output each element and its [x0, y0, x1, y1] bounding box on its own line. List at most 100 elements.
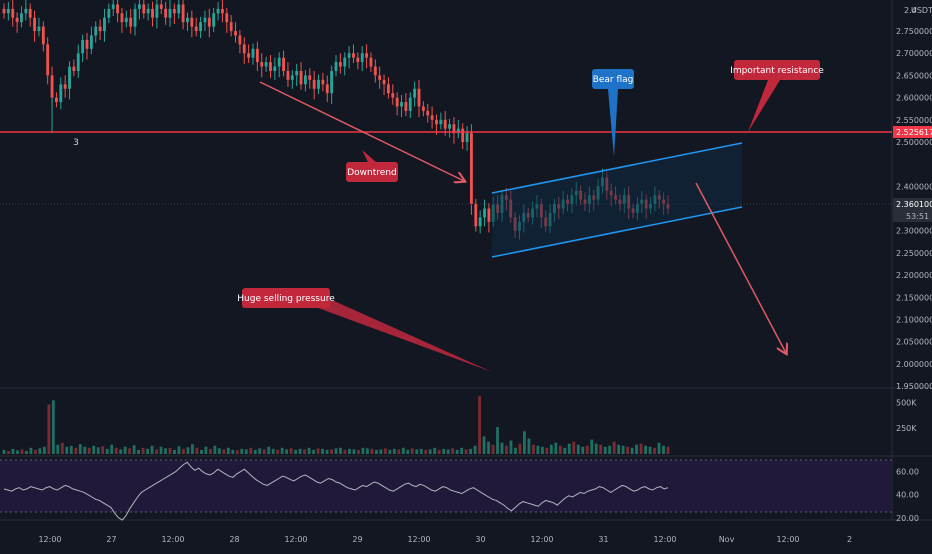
price-tick: 2.75000000: [896, 27, 932, 36]
candle-body: [72, 66, 76, 71]
bear-flag-lower-line[interactable]: [491, 206, 743, 258]
volume-bar: [213, 445, 217, 454]
volume-bar: [352, 449, 356, 454]
volume-bar: [199, 449, 203, 454]
volume-bar: [226, 447, 230, 454]
volume-bar: [280, 447, 284, 454]
price-tick: 2.65000000: [896, 71, 932, 80]
time-tick: 31: [598, 535, 608, 544]
volume-bar: [231, 449, 235, 454]
time-axis[interactable]: 12:00 27 12:00 28 12:00 29 12:00 30 12:00 31 12:00…: [38, 535, 852, 544]
volume-bar: [563, 447, 567, 454]
volume-bar: [527, 438, 531, 454]
rsi-tick: 40.00: [896, 491, 919, 500]
countdown-text: 53:51: [906, 212, 929, 221]
selling-pressure-callout[interactable]: Huge selling pressure: [237, 288, 492, 372]
candle-body: [330, 70, 334, 94]
candle-body: [120, 13, 124, 23]
candle-body: [321, 79, 325, 85]
candle-body: [277, 57, 281, 67]
candle-body: [395, 97, 399, 107]
candle-body: [470, 133, 473, 205]
volume-bar: [38, 448, 42, 454]
downtrend-arrow[interactable]: [259, 81, 464, 181]
volume-bar: [83, 446, 87, 454]
volume-bar: [164, 448, 167, 454]
volume-bar: [630, 447, 634, 454]
volume-bar: [289, 448, 293, 454]
candle-body: [242, 44, 246, 54]
candle-body: [325, 84, 329, 94]
candle-body: [168, 8, 172, 18]
candle-body: [448, 124, 451, 129]
downtrend-callout[interactable]: Downtrend: [346, 150, 398, 182]
bear-flag-channel-fill: [492, 143, 742, 257]
candle-body: [378, 75, 382, 80]
volume-bar: [208, 448, 212, 454]
candle-body: [264, 62, 268, 67]
rsi-tick: 20.00: [896, 514, 919, 523]
bear-flag-upper-line[interactable]: [491, 142, 743, 194]
volume-bar: [294, 449, 298, 454]
bear-flag-callout[interactable]: Bear flag: [592, 69, 634, 157]
candle-body: [352, 53, 355, 58]
price-tick: 2.15000000: [896, 293, 932, 302]
selling-pressure-label: Huge selling pressure: [237, 294, 335, 304]
candle-body: [133, 8, 137, 27]
price-tick: 2.00000000: [896, 360, 932, 369]
price-tick: 2.50000000: [896, 138, 932, 147]
volume-bar: [626, 446, 630, 454]
price-tick: 2.05000000: [896, 338, 932, 347]
candle-body: [317, 79, 320, 89]
candle-body: [238, 35, 242, 45]
candle-body: [487, 208, 491, 222]
candle-body: [212, 13, 216, 27]
candle-body: [282, 57, 285, 71]
volume-bar: [424, 449, 428, 454]
time-tick: 12:00: [653, 535, 676, 544]
volume-bar: [267, 446, 271, 454]
volume-bar: [514, 447, 517, 454]
candle-body: [452, 124, 456, 134]
candle-body: [216, 8, 220, 14]
candle-body: [299, 70, 303, 85]
volume-tick: 250K: [896, 424, 917, 433]
volume-bar: [195, 447, 199, 454]
candle-body: [430, 115, 434, 120]
volume-bar: [428, 449, 432, 454]
price-tick: 2.60000000: [896, 94, 932, 103]
volume-bar: [361, 447, 365, 454]
candle-body: [41, 26, 45, 45]
candle-body: [417, 88, 421, 107]
candle-body: [225, 13, 229, 23]
volume-bar: [370, 448, 374, 454]
candle-body: [439, 119, 443, 125]
candle-body: [28, 8, 32, 18]
candle-body: [111, 4, 115, 9]
volume-bar: [96, 447, 100, 454]
volume-bar: [662, 445, 665, 454]
volume-bar: [617, 444, 621, 454]
volume-bar: [339, 447, 342, 454]
volume-bar: [594, 443, 598, 454]
volume-bar: [316, 448, 320, 454]
resistance-callout[interactable]: Important resistance: [730, 60, 824, 132]
volume-bar: [536, 445, 540, 454]
candle-body: [116, 4, 119, 14]
volume-bar: [253, 449, 257, 454]
candle-body: [146, 8, 150, 14]
candle-body: [221, 8, 224, 14]
volume-bar: [110, 444, 114, 454]
volume-bar: [446, 449, 450, 454]
volume-bar: [451, 448, 455, 454]
volume-bar: [146, 448, 149, 454]
candle-body: [186, 17, 189, 23]
projection-arrow[interactable]: [695, 182, 786, 353]
volume-bar: [249, 447, 253, 454]
candle-body: [229, 22, 233, 32]
volume-bar: [523, 431, 526, 454]
volume-bar: [123, 446, 127, 454]
candle-body: [89, 35, 93, 49]
